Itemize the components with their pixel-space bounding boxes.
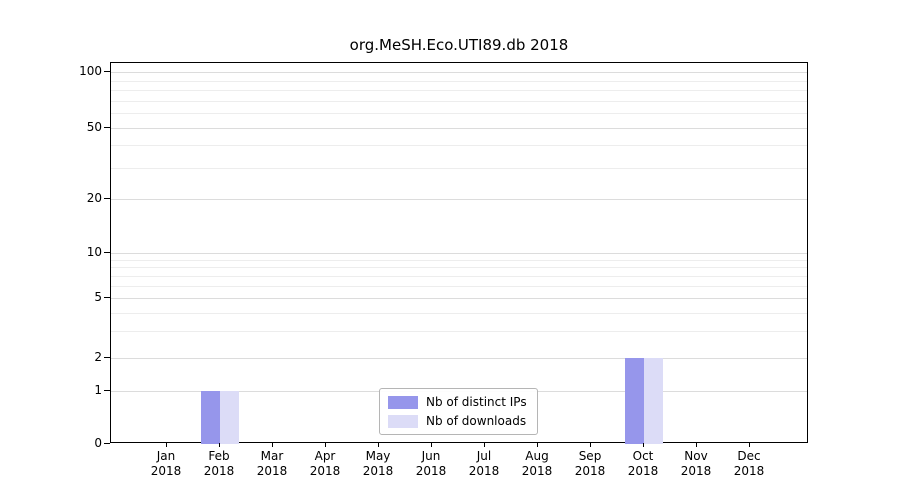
x-tick-mark xyxy=(484,443,485,447)
x-tick-label: Oct 2018 xyxy=(627,449,659,478)
x-tick-mark xyxy=(590,443,591,447)
gridline-minor xyxy=(111,168,807,169)
x-tick-label: Sep 2018 xyxy=(574,449,606,478)
x-tick-mark xyxy=(219,443,220,447)
y-tick-mark xyxy=(104,252,110,253)
x-tick-mark xyxy=(378,443,379,447)
bar-distinct-ips-feb xyxy=(201,391,220,444)
x-tick-label: Dec 2018 xyxy=(733,449,765,478)
gridline-major xyxy=(111,199,807,200)
gridline-major xyxy=(111,358,807,359)
x-tick-mark xyxy=(537,443,538,447)
legend-swatch-downloads xyxy=(388,414,418,428)
x-tick-label: Jan 2018 xyxy=(150,449,182,478)
gridline-minor xyxy=(111,331,807,332)
x-tick-mark xyxy=(272,443,273,447)
x-tick-label: Mar 2018 xyxy=(256,449,288,478)
gridline-minor xyxy=(111,113,807,114)
x-tick-mark xyxy=(325,443,326,447)
x-tick-mark xyxy=(749,443,750,447)
y-tick-mark xyxy=(104,198,110,199)
y-tick-label: 5 xyxy=(94,290,102,304)
legend: Nb of distinct IPs Nb of downloads xyxy=(379,388,538,435)
gridline-minor xyxy=(111,90,807,91)
x-tick-label: Feb 2018 xyxy=(203,449,235,478)
legend-label-downloads: Nb of downloads xyxy=(426,414,527,428)
y-tick-mark xyxy=(104,357,110,358)
gridline-minor xyxy=(111,286,807,287)
legend-swatch-distinct-ips xyxy=(388,395,418,409)
gridline-minor xyxy=(111,81,807,82)
y-tick-label: 2 xyxy=(94,350,102,364)
x-tick-mark xyxy=(696,443,697,447)
x-tick-label: Jul 2018 xyxy=(468,449,500,478)
y-tick-label: 1 xyxy=(94,383,102,397)
legend-item-distinct-ips: Nb of distinct IPs xyxy=(388,395,527,409)
y-tick-label: 100 xyxy=(79,64,102,78)
x-tick-label: Aug 2018 xyxy=(521,449,553,478)
x-tick-mark xyxy=(431,443,432,447)
y-tick-label: 0 xyxy=(94,436,102,450)
y-tick-label: 20 xyxy=(86,191,102,205)
x-tick-label: Apr 2018 xyxy=(309,449,341,478)
gridline-minor xyxy=(111,313,807,314)
y-tick-mark xyxy=(104,297,110,298)
y-tick-label: 10 xyxy=(86,245,102,259)
chart-title: org.MeSH.Eco.UTI89.db 2018 xyxy=(349,36,569,54)
gridline-minor xyxy=(111,267,807,268)
x-tick-label: Jun 2018 xyxy=(415,449,447,478)
x-tick-mark xyxy=(166,443,167,447)
y-tick-label: 50 xyxy=(86,120,102,134)
gridline-major xyxy=(111,298,807,299)
y-tick-mark xyxy=(104,71,110,72)
gridline-minor xyxy=(111,260,807,261)
bar-distinct-ips-oct xyxy=(625,358,644,444)
gridline-minor xyxy=(111,276,807,277)
legend-label-distinct-ips: Nb of distinct IPs xyxy=(426,395,527,409)
x-tick-label: May 2018 xyxy=(362,449,394,478)
bar-downloads-oct xyxy=(644,358,663,444)
plot-area xyxy=(110,62,808,444)
legend-item-downloads: Nb of downloads xyxy=(388,414,527,428)
bar-downloads-feb xyxy=(220,391,239,444)
y-tick-mark xyxy=(104,390,110,391)
x-tick-label: Nov 2018 xyxy=(680,449,712,478)
y-tick-mark xyxy=(104,443,110,444)
gridline-minor xyxy=(111,145,807,146)
x-tick-mark xyxy=(643,443,644,447)
gridline-minor xyxy=(111,101,807,102)
y-tick-mark xyxy=(104,127,110,128)
gridline-major xyxy=(111,72,807,73)
gridline-major xyxy=(111,253,807,254)
gridline-major xyxy=(111,128,807,129)
